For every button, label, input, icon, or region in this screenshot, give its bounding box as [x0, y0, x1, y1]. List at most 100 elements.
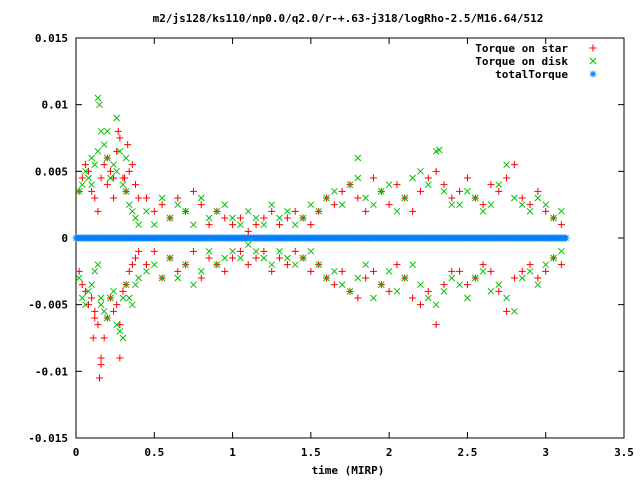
data-point: [435, 146, 443, 154]
data-point: [534, 274, 542, 282]
data-point: [150, 247, 158, 255]
legend-marker: [589, 57, 597, 65]
data-point: [307, 221, 315, 229]
data-point: [142, 261, 150, 269]
data-point: [558, 207, 565, 215]
data-point: [150, 261, 158, 269]
data-point: [440, 287, 448, 295]
data-point: [276, 214, 283, 222]
data-point: [526, 201, 534, 209]
data-point: [125, 267, 133, 275]
data-point: [479, 201, 487, 209]
data-point: [244, 241, 252, 249]
data-point: [518, 201, 526, 209]
data-point: [78, 294, 86, 302]
data-point: [503, 307, 511, 315]
data-point: [456, 281, 463, 289]
data-point: [174, 267, 182, 275]
data-point: [94, 261, 102, 269]
data-point: [362, 194, 370, 202]
data-point: [166, 254, 174, 262]
data-point: [174, 201, 182, 209]
data-point: [307, 247, 315, 255]
data-point: [276, 247, 283, 255]
data-point: [107, 294, 114, 302]
data-point: [103, 127, 111, 135]
series-2: [72, 234, 570, 242]
data-point: [338, 201, 346, 209]
data-point: [94, 94, 102, 102]
data-point: [119, 334, 127, 342]
data-point: [291, 261, 299, 269]
data-point: [213, 261, 221, 269]
data-point: [464, 187, 471, 195]
data-point: [464, 294, 471, 302]
data-point: [229, 254, 237, 262]
data-point: [116, 134, 124, 142]
data-point: [268, 207, 276, 215]
data-point: [268, 201, 276, 209]
data-point: [113, 147, 121, 155]
data-point: [456, 187, 464, 195]
data-point: [401, 194, 409, 202]
data-point: [495, 181, 503, 189]
data-point: [128, 161, 136, 169]
data-point: [75, 187, 83, 195]
data-point: [116, 354, 124, 362]
data-point: [113, 167, 121, 175]
data-point: [91, 307, 99, 315]
x-tick-label: 0: [73, 446, 80, 459]
data-point: [550, 214, 557, 222]
data-point: [260, 214, 268, 222]
data-point: [479, 261, 487, 269]
data-point: [97, 174, 105, 182]
data-point: [550, 254, 557, 262]
x-tick-label: 0.5: [144, 446, 164, 459]
data-point: [299, 214, 307, 222]
data-point: [158, 274, 166, 282]
data-point: [471, 274, 479, 282]
x-tick-label: 3: [542, 446, 549, 459]
data-point: [110, 161, 117, 169]
data-point: [197, 194, 205, 202]
data-point: [190, 281, 197, 289]
y-tick-label: 0.01: [42, 99, 69, 112]
data-point: [416, 187, 424, 195]
data-point: [511, 194, 518, 202]
data-point: [88, 281, 96, 289]
data-point: [131, 181, 139, 189]
data-point: [417, 167, 424, 175]
legend-label: Torque on disk: [475, 55, 568, 68]
data-point: [174, 274, 182, 282]
data-point: [221, 214, 229, 222]
data-point: [110, 307, 118, 315]
plot-area: [72, 94, 570, 382]
data-point: [291, 247, 299, 255]
data-point: [448, 201, 456, 209]
y-tick-label: -0.015: [28, 432, 68, 445]
data-point: [158, 194, 166, 202]
x-tick-label: 2.5: [457, 446, 477, 459]
data-point: [88, 294, 96, 302]
data-point: [125, 294, 133, 302]
data-point: [456, 201, 463, 209]
data-point: [432, 301, 440, 309]
data-point: [315, 207, 323, 215]
data-point: [174, 194, 182, 202]
data-point: [370, 201, 377, 209]
data-point: [103, 181, 111, 189]
data-point: [385, 267, 393, 275]
data-point: [97, 354, 105, 362]
y-tick-label: 0.015: [35, 32, 68, 45]
data-point: [197, 267, 205, 275]
data-point: [121, 174, 129, 182]
data-point: [94, 321, 102, 329]
data-point: [125, 201, 133, 209]
data-point: [205, 214, 213, 222]
data-point: [182, 261, 189, 269]
data-point: [385, 201, 393, 209]
y-tick-label: -0.01: [35, 365, 68, 378]
data-point: [91, 267, 99, 275]
